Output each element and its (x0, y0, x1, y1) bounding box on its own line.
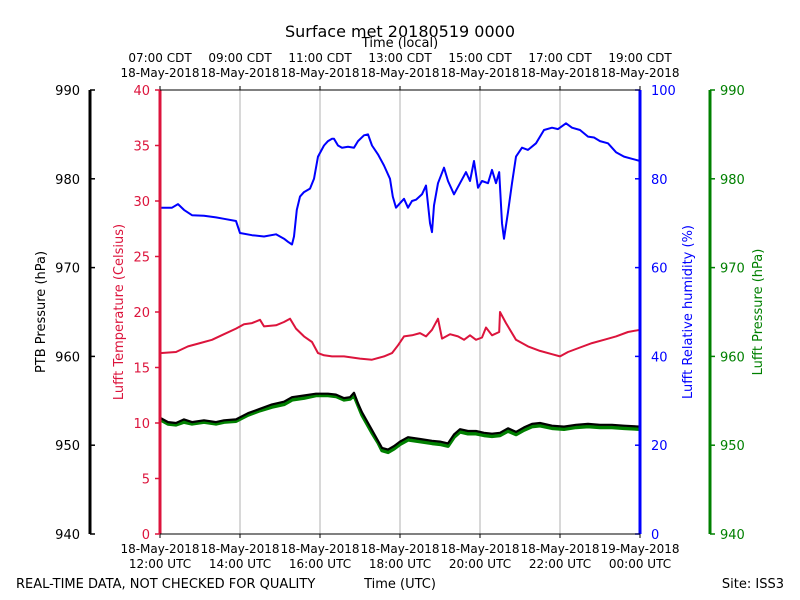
ptb-pressure-axis-label: PTB Pressure (hPa) (34, 251, 49, 373)
x-tick-label-date: 18-May-2018 (360, 542, 439, 556)
x-tick-label-time: 00:00 UTC (609, 557, 671, 571)
lufft-pressure-tick-label: 960 (720, 350, 745, 365)
temperature-tick-label: 15 (133, 362, 150, 377)
humidity-axis-label: Lufft Relative humidity (%) (681, 225, 696, 399)
temperature-tick-label: 20 (133, 306, 150, 321)
top-axis-label: Time (local) (361, 36, 438, 51)
ptb-pressure-tick-label: 940 (55, 528, 80, 543)
series-layer (159, 122, 641, 455)
x-tick-label-date: 18-May-2018 (200, 542, 279, 556)
temperature-axis-label: Lufft Temperature (Celsius) (112, 224, 127, 400)
temperature-tick-label: 30 (133, 195, 150, 210)
ptb-pressure-tick-label: 990 (55, 84, 80, 99)
x-tick-label-date: 19-May-2018 (600, 542, 679, 556)
lufft-pressure-tick-label: 980 (720, 173, 745, 188)
temperature-tick-label: 35 (133, 140, 150, 155)
temperature-tick-label: 25 (133, 251, 150, 266)
grid-lines (239, 90, 561, 534)
top-tick-label-time: 07:00 CDT (128, 51, 192, 65)
ptb-pressure-tick-label: 950 (55, 439, 80, 454)
x-tick-label-date: 18-May-2018 (280, 542, 359, 556)
chart-title: Surface met 20180519 0000 (285, 22, 515, 41)
x-tick-label-date: 18-May-2018 (440, 542, 519, 556)
x-axis-label: Time (UTC) (363, 577, 436, 592)
ptb-pressure-tick-label: 970 (55, 262, 80, 277)
top-tick-label-time: 17:00 CDT (528, 51, 592, 65)
x-tick-label-time: 20:00 UTC (449, 557, 511, 571)
top-tick-label-date: 18-May-2018 (280, 66, 359, 80)
top-tick-label-date: 18-May-2018 (120, 66, 199, 80)
humidity-tick-label: 60 (651, 262, 668, 277)
x-tick-label-date: 18-May-2018 (520, 542, 599, 556)
temperature-tick-label: 40 (133, 84, 150, 99)
site-label: Site: ISS3 (722, 577, 784, 592)
lufft-pressure-tick-label: 970 (720, 262, 745, 277)
top-tick-label-date: 18-May-2018 (360, 66, 439, 80)
top-tick-label-time: 09:00 CDT (208, 51, 272, 65)
top-tick-label-time: 11:00 CDT (288, 51, 352, 65)
lufft-pressure-axis-label: Lufft Pressure (hPa) (751, 249, 766, 376)
series-line-temperature (159, 311, 641, 361)
top-tick-label-time: 15:00 CDT (448, 51, 512, 65)
quality-disclaimer: REAL-TIME DATA, NOT CHECKED FOR QUALITY (16, 577, 315, 592)
x-tick-label-time: 18:00 UTC (369, 557, 431, 571)
humidity-tick-label: 100 (651, 84, 676, 99)
temperature-tick-label: 0 (142, 528, 150, 543)
x-tick-label-time: 16:00 UTC (289, 557, 351, 571)
x-tick-label-time: 14:00 UTC (209, 557, 271, 571)
ptb-pressure-tick-label: 960 (55, 350, 80, 365)
series-line-ptb-pressure (159, 391, 641, 451)
top-tick-label-time: 19:00 CDT (608, 51, 672, 65)
series-line-lufft-pressure (159, 393, 641, 455)
ptb-pressure-tick-label: 980 (55, 173, 80, 188)
top-tick-label-date: 18-May-2018 (600, 66, 679, 80)
humidity-tick-label: 0 (651, 528, 659, 543)
top-tick-label-time: 13:00 CDT (368, 51, 432, 65)
lufft-pressure-tick-label: 950 (720, 439, 745, 454)
humidity-tick-label: 80 (651, 173, 668, 188)
lufft-pressure-tick-label: 990 (720, 84, 745, 99)
humidity-tick-label: 40 (651, 350, 668, 365)
series-line-humidity (160, 122, 641, 246)
x-tick-label-time: 12:00 UTC (129, 557, 191, 571)
lufft-pressure-tick-label: 940 (720, 528, 745, 543)
humidity-tick-label: 20 (651, 439, 668, 454)
top-tick-label-date: 18-May-2018 (200, 66, 279, 80)
top-tick-label-date: 18-May-2018 (440, 66, 519, 80)
temperature-tick-label: 5 (142, 473, 150, 488)
x-tick-label-time: 22:00 UTC (529, 557, 591, 571)
x-tick-label-date: 18-May-2018 (120, 542, 199, 556)
top-tick-label-date: 18-May-2018 (520, 66, 599, 80)
temperature-tick-label: 10 (133, 417, 150, 432)
